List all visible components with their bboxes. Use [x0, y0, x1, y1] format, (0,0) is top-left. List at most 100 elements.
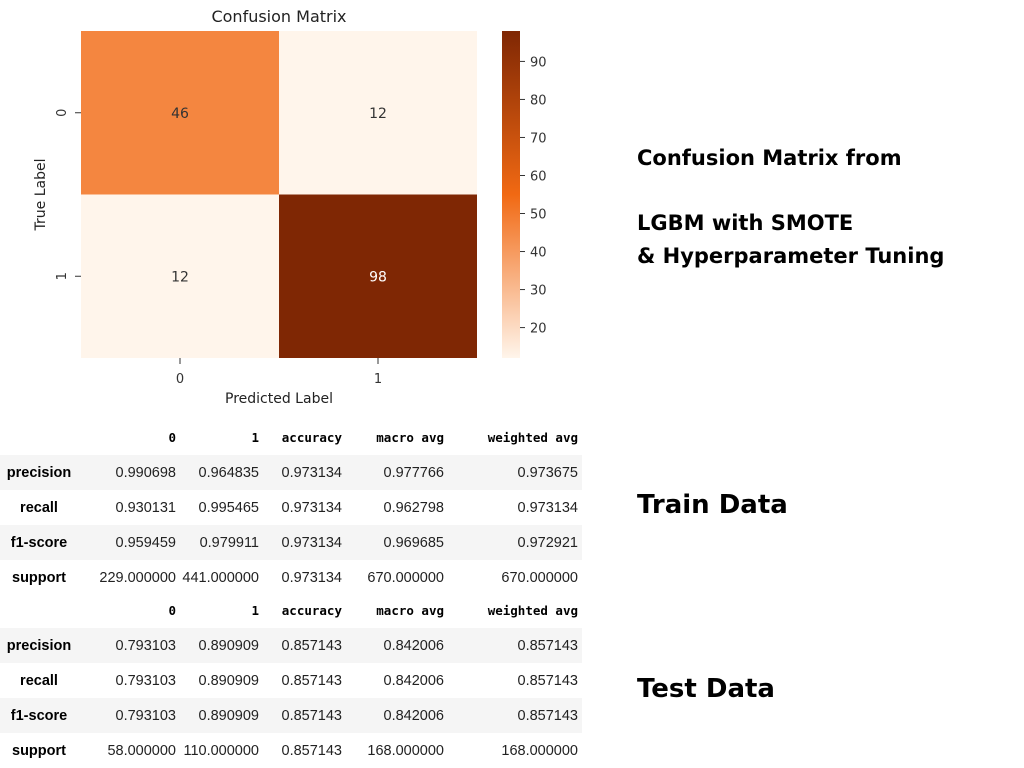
- train-cell: 0.972921: [448, 525, 582, 560]
- train-row-header: f1-score: [0, 525, 82, 560]
- test-row-header: precision: [0, 628, 82, 663]
- test-cell: 0.857143: [448, 628, 582, 663]
- train-row-header: recall: [20, 499, 58, 516]
- test-cell: 58.000000: [107, 742, 176, 759]
- test-column-header: macro avg: [346, 593, 448, 628]
- train-row-header: support: [12, 569, 66, 586]
- test-cell: 168.000000: [367, 742, 444, 759]
- test-cell: 0.890909: [180, 698, 263, 733]
- train-cell: 0.973675: [448, 455, 582, 490]
- train-cell: 0.964835: [180, 455, 263, 490]
- test-header-row: 0 1 accuracy macro avg weighted avg: [0, 593, 582, 628]
- test-row: support 58.000000 110.000000 0.857143 168.00…: [0, 733, 582, 768]
- y-tick-label-0: 0: [55, 109, 70, 117]
- train-column-header: 1: [180, 420, 263, 455]
- train-row: recall 0.930131 0.995465 0.973134 0.962798 0.…: [0, 490, 582, 525]
- train-cell: 229.000000: [99, 569, 176, 586]
- x-tick-label-0: 0: [176, 372, 184, 387]
- colorbar-tick-label-2: 40: [530, 246, 547, 261]
- cell-value-label-1-1: 98: [369, 269, 387, 285]
- train-column-header: accuracy: [263, 420, 346, 455]
- train-cell: 441.000000: [182, 569, 259, 586]
- confusion-matrix-chart: 46 12 12 98 Confusion Matrix 0 1 Predicted Labe…: [33, 7, 547, 407]
- train-row-header: precision: [0, 455, 82, 490]
- test-row-header: recall: [20, 672, 58, 689]
- heatmap-cell-0-0: [81, 31, 279, 195]
- train-cell: 0.973134: [263, 525, 346, 560]
- test-cell: 0.857143: [281, 742, 342, 759]
- y-tick-label-1: 1: [55, 272, 70, 280]
- test-cell: 0.842006: [346, 628, 448, 663]
- train-row: precision 0.990698 0.964835 0.973134 0.97776…: [0, 455, 582, 490]
- test-cell: 0.890909: [180, 628, 263, 663]
- train-cell: 0.930131: [115, 499, 176, 516]
- test-row: recall 0.793103 0.890909 0.857143 0.842006 0.…: [0, 663, 582, 698]
- train-cell: 0.973134: [517, 499, 578, 516]
- test-cell: 168.000000: [501, 742, 578, 759]
- train-row: f1-score 0.959459 0.979911 0.973134 0.969685…: [0, 525, 582, 560]
- cell-value-label-0-0: 46: [171, 106, 189, 122]
- y-axis-label: True Label: [33, 159, 49, 232]
- test-row-header: f1-score: [0, 698, 82, 733]
- test-cell: 0.793103: [82, 698, 180, 733]
- colorbar-tick-label-6: 80: [530, 93, 547, 108]
- cell-value-label-0-1: 12: [369, 106, 387, 122]
- train-cell: 0.969685: [346, 525, 448, 560]
- train-cell: 670.000000: [501, 569, 578, 586]
- x-tick-label-1: 1: [374, 372, 382, 387]
- test-column-header: 0: [82, 593, 180, 628]
- train-cell: 0.979911: [180, 525, 263, 560]
- test-corner: [0, 593, 82, 628]
- cell-value-label-1-0: 12: [171, 269, 189, 285]
- train-cell: 0.995465: [198, 499, 259, 516]
- side-caption-line2: LGBM with SMOTE: [637, 211, 854, 235]
- test-cell: 0.857143: [281, 672, 342, 689]
- test-column-header: weighted avg: [448, 593, 582, 628]
- test-row-header: support: [12, 742, 66, 759]
- train-data-label: Train Data: [637, 490, 788, 520]
- colorbar-tick-label-0: 20: [530, 322, 547, 337]
- colorbar-tick-label-5: 70: [530, 131, 547, 146]
- test-cell: 0.793103: [82, 628, 180, 663]
- heatmap-cell-1-0: [81, 194, 279, 358]
- train-cell: 0.962798: [383, 499, 444, 516]
- train-cell: 670.000000: [367, 569, 444, 586]
- train-cell: 0.973134: [281, 569, 342, 586]
- train-cell: 0.959459: [82, 525, 180, 560]
- train-header-row: 0 1 accuracy macro avg weighted avg: [0, 420, 582, 455]
- test-cell: 0.857143: [448, 698, 582, 733]
- test-data-label: Test Data: [637, 674, 775, 704]
- train-row: support 229.000000 441.000000 0.973134 670.0…: [0, 560, 582, 595]
- colorbar-tick-label-1: 30: [530, 284, 547, 299]
- x-axis-label: Predicted Label: [225, 391, 333, 407]
- heatmap-cell-1-1: [279, 194, 477, 358]
- test-cell: 0.857143: [263, 628, 346, 663]
- train-column-header: macro avg: [346, 420, 448, 455]
- train-corner: [0, 420, 82, 455]
- heatmap-cell-0-1: [279, 31, 477, 195]
- train-column-header: 0: [82, 420, 180, 455]
- train-column-header: weighted avg: [448, 420, 582, 455]
- test-cell: 0.842006: [383, 672, 444, 689]
- test-column-header: 1: [180, 593, 263, 628]
- test-row: f1-score 0.793103 0.890909 0.857143 0.842006…: [0, 698, 582, 733]
- test-row: precision 0.793103 0.890909 0.857143 0.84200…: [0, 628, 582, 663]
- test-cell: 0.793103: [115, 672, 176, 689]
- colorbar-tick-label-7: 90: [530, 55, 547, 70]
- train-report-table: 0 1 accuracy macro avg weighted avg precisio…: [0, 420, 582, 595]
- train-cell: 0.973134: [263, 455, 346, 490]
- colorbar-tick-label-4: 60: [530, 169, 547, 184]
- test-cell: 0.842006: [346, 698, 448, 733]
- colorbar: [502, 31, 520, 358]
- test-cell: 0.857143: [517, 672, 578, 689]
- train-cell: 0.977766: [346, 455, 448, 490]
- test-cell: 110.000000: [183, 742, 259, 759]
- side-caption-line1: Confusion Matrix from: [637, 146, 902, 170]
- side-caption-line3: & Hyperparameter Tuning: [637, 244, 945, 268]
- chart-title: Confusion Matrix: [211, 7, 346, 26]
- test-cell: 0.857143: [263, 698, 346, 733]
- test-cell: 0.890909: [198, 672, 259, 689]
- colorbar-tick-label-3: 50: [530, 208, 547, 223]
- train-cell: 0.990698: [82, 455, 180, 490]
- train-cell: 0.973134: [281, 499, 342, 516]
